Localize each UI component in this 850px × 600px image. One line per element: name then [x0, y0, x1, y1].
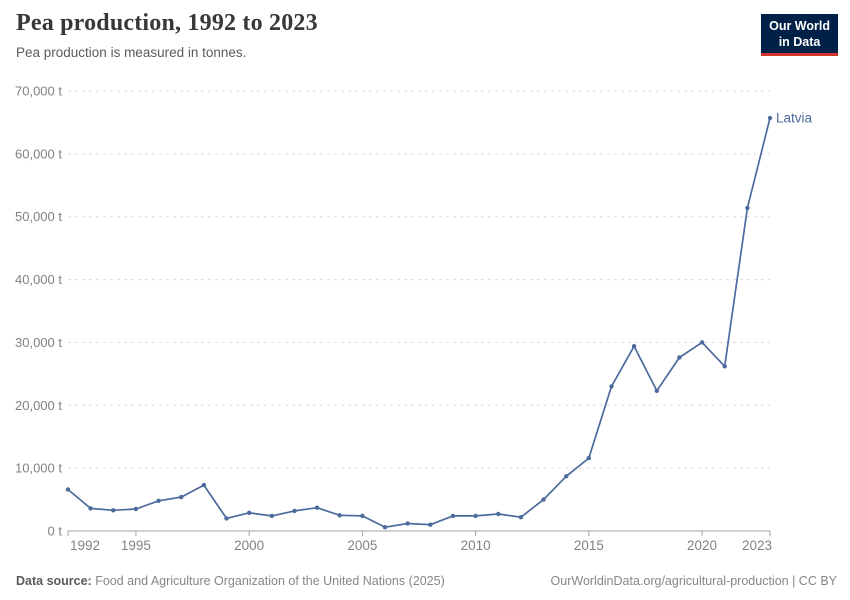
line-chart: 0 t 10,000 t 20,000 t 30,000 t 40,000 t 50,00… [15, 84, 813, 554]
data-point [360, 513, 365, 519]
data-point [201, 482, 207, 488]
x-tick-label: 1995 [121, 538, 151, 553]
owid-logo: Our World in Data [761, 14, 838, 56]
data-point [292, 508, 297, 514]
data-point [337, 513, 342, 518]
data-point [247, 510, 252, 515]
data-point [745, 205, 750, 211]
data-point [654, 388, 659, 393]
y-tick-label: 40,000 t [15, 272, 62, 287]
owid-logo-line2: in Data [778, 35, 821, 49]
data-point [631, 344, 637, 349]
data-point [65, 487, 71, 492]
data-point [496, 511, 501, 517]
y-tick-label: 60,000 t [15, 146, 62, 161]
y-tick-label: 0 t [48, 524, 63, 539]
data-point [382, 525, 388, 530]
data-point [767, 115, 773, 121]
x-tick-label: 2015 [574, 538, 604, 553]
data-point [677, 355, 682, 360]
x-tick-label: 2005 [347, 538, 377, 553]
chart-subtitle: Pea production is measured in tonnes. [16, 45, 247, 60]
y-tick-label: 70,000 t [15, 84, 62, 99]
data-point [518, 515, 524, 520]
data-point [405, 521, 410, 526]
y-tick-label: 10,000 t [15, 461, 62, 476]
data-point [609, 384, 614, 389]
data-point [699, 340, 705, 345]
data-point [156, 498, 161, 503]
chart-footer: Data source: Food and Agriculture Organi… [16, 574, 837, 588]
data-point [111, 508, 116, 513]
data-point [564, 474, 569, 479]
chart-title: Pea production, 1992 to 2023 [16, 10, 318, 36]
data-point [314, 505, 320, 510]
x-tick-label: 2023 [742, 538, 772, 553]
data-point [722, 364, 727, 369]
x-tick-label: 2010 [461, 538, 491, 553]
series-label: Latvia [776, 111, 813, 126]
footer-link: OurWorldinData.org/agricultural-producti… [550, 574, 837, 588]
data-point [473, 513, 478, 519]
data-point [179, 494, 184, 500]
data-point [541, 497, 546, 502]
y-tick-label: 50,000 t [15, 209, 62, 224]
data-point [586, 455, 591, 461]
x-tick-label: 2000 [234, 538, 264, 553]
data-source-text: Food and Agriculture Organization of the… [95, 574, 445, 588]
x-tick-label: 2020 [687, 538, 717, 553]
chart-header: Pea production, 1992 to 2023 Pea product… [16, 10, 750, 60]
y-tick-label: 30,000 t [15, 335, 62, 350]
data-point [428, 522, 433, 527]
data-point [88, 506, 93, 511]
data-source-label: Data source: [16, 574, 92, 588]
data-point [269, 513, 274, 519]
data-source: Data source: Food and Agriculture Organi… [16, 574, 445, 588]
plot-area: 0 t 10,000 t 20,000 t 30,000 t 40,000 t 50,00… [0, 80, 850, 560]
data-point [450, 513, 456, 519]
y-tick-label: 20,000 t [15, 398, 62, 413]
data-line [67, 117, 771, 529]
data-point [224, 516, 229, 521]
owid-logo-line1: Our World [769, 19, 830, 33]
x-tick-label: 1992 [70, 538, 100, 553]
data-point [133, 506, 139, 512]
